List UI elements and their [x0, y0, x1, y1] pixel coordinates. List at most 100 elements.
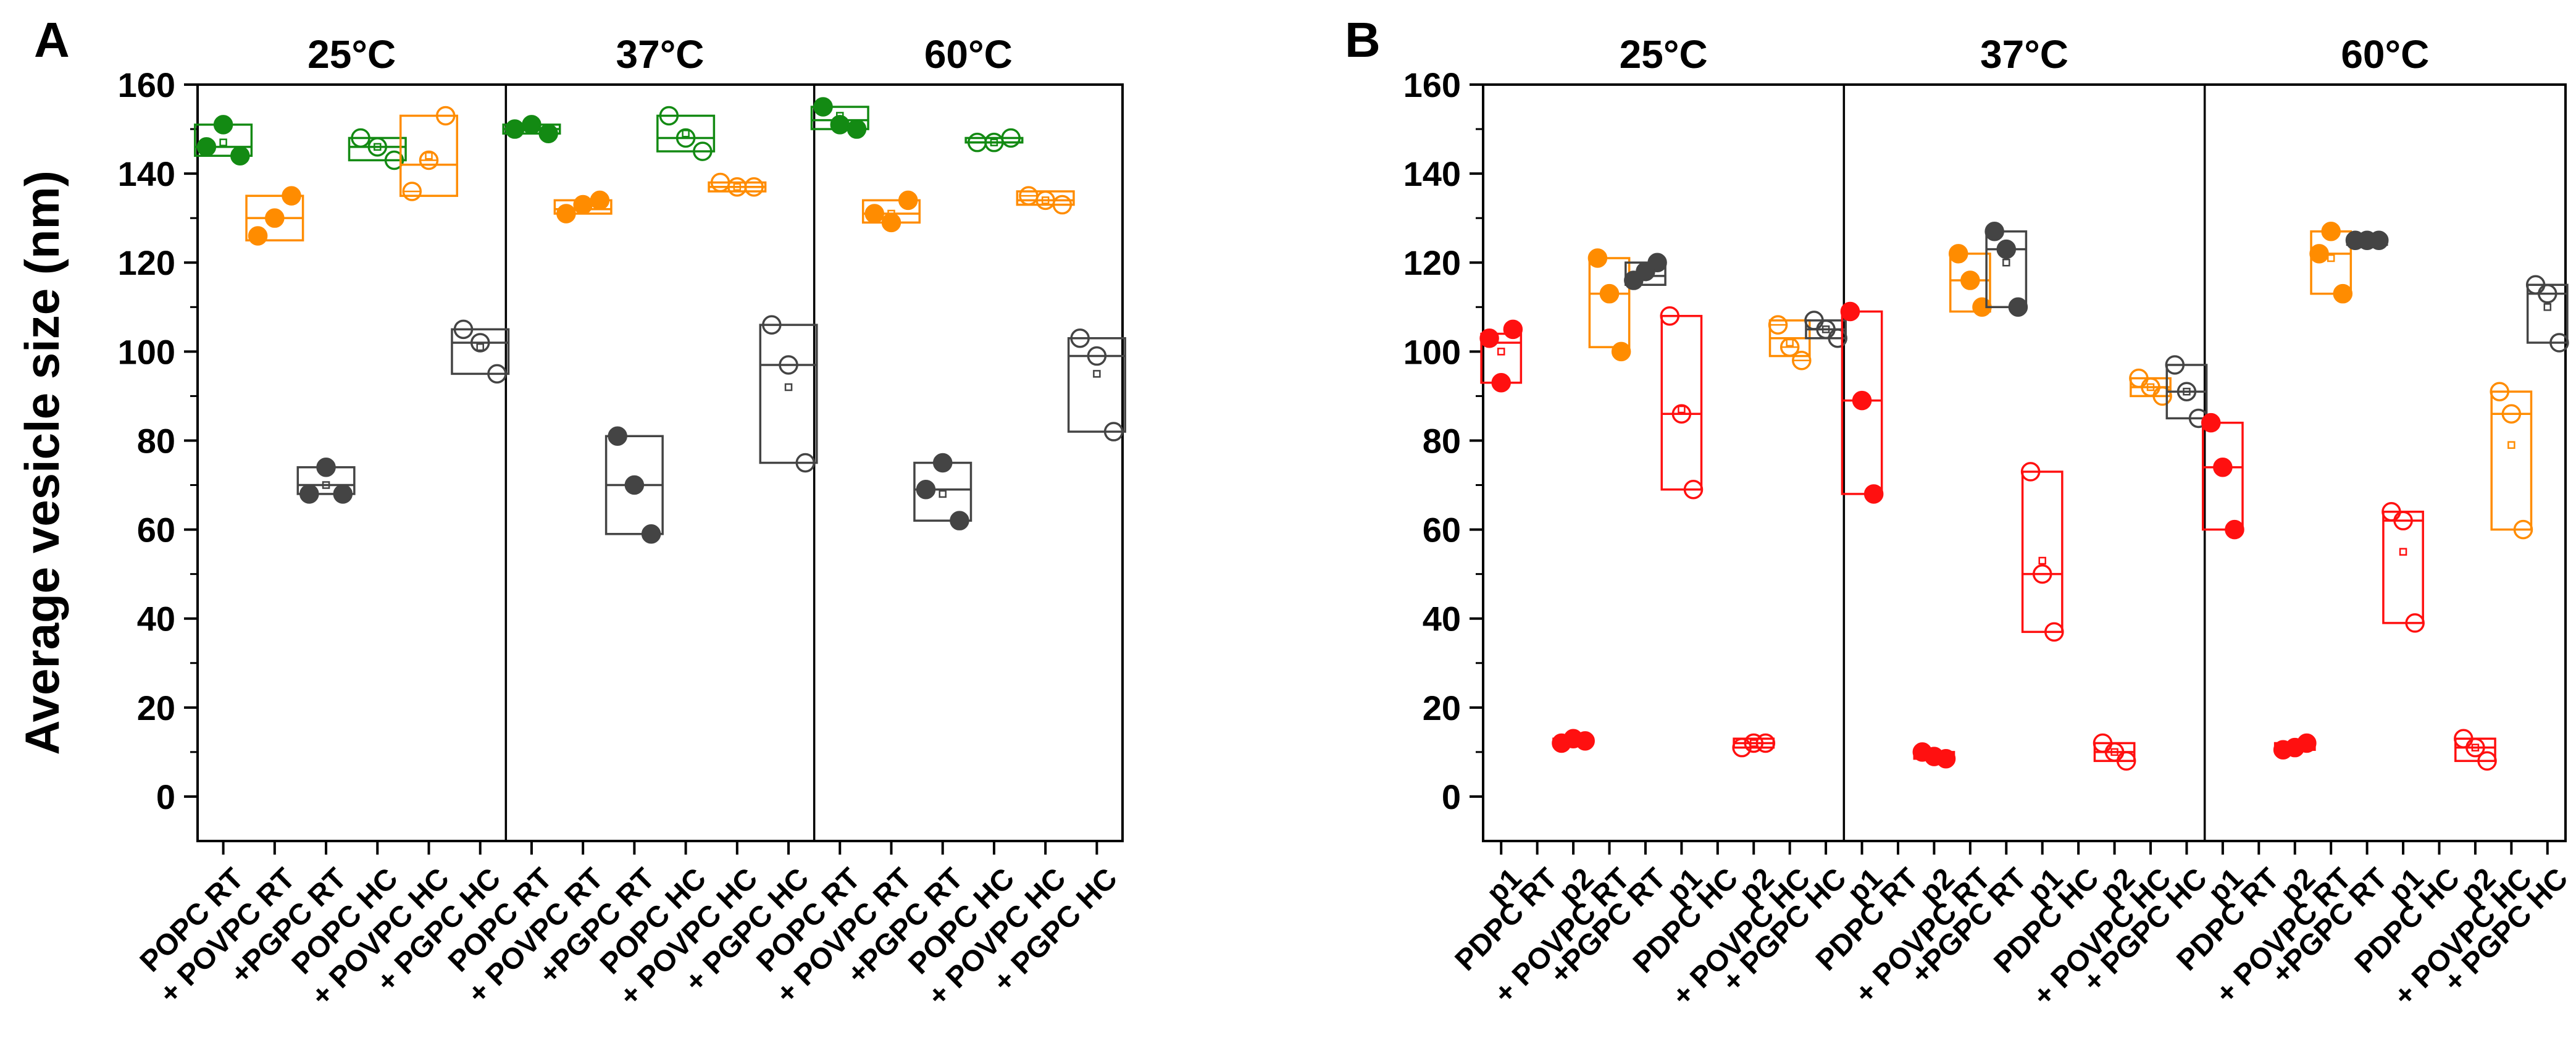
data-point: [813, 97, 833, 117]
data-point: [590, 190, 610, 211]
data-point: [1587, 248, 1608, 268]
data-point: [538, 123, 558, 144]
data-point: [2333, 283, 2353, 304]
y-tick-label: 120: [1403, 243, 1461, 282]
data-point: [2297, 733, 2317, 753]
mean-marker: [476, 343, 484, 351]
data-point: [2309, 244, 2329, 264]
mean-marker: [425, 152, 433, 160]
y-tick-label: 20: [1423, 689, 1461, 727]
data-point: [316, 457, 336, 477]
data-point: [1852, 390, 1872, 411]
data-point: [522, 115, 542, 135]
y-tick-label: 140: [1403, 154, 1461, 193]
data-point: [2369, 230, 2389, 250]
data-point: [608, 426, 627, 446]
data-point: [282, 186, 301, 206]
data-point: [1984, 222, 2004, 241]
data-point: [1960, 270, 1980, 290]
data-point: [916, 479, 936, 500]
data-point: [1503, 319, 1523, 340]
data-point: [830, 115, 850, 135]
y-tick-label: 80: [1423, 421, 1461, 460]
mean-marker: [1093, 370, 1101, 378]
data-point: [196, 137, 217, 157]
mean-marker: [2002, 258, 2010, 267]
data-point: [1948, 244, 1968, 264]
box: [656, 114, 716, 153]
data-point: [624, 475, 645, 495]
data-point: [1647, 253, 1667, 272]
data-point: [1611, 341, 1631, 362]
data-point: [2201, 412, 2221, 433]
data-point: [864, 204, 885, 224]
mean-marker: [2038, 556, 2046, 565]
data-point: [1599, 283, 1620, 304]
data-point: [556, 204, 576, 224]
box: [2490, 390, 2533, 531]
panel-label: A: [34, 12, 70, 67]
data-point: [248, 226, 268, 246]
mean-marker: [2507, 441, 2515, 449]
y-tick-label: 120: [118, 243, 175, 282]
y-tick-label: 100: [1403, 332, 1461, 371]
box: [1949, 253, 1991, 313]
data-point: [1491, 373, 1511, 393]
mean-marker: [1497, 348, 1505, 356]
data-point: [2225, 519, 2244, 540]
y-tick-label: 80: [137, 421, 175, 460]
y-tick-label: 0: [1442, 777, 1461, 816]
mean-marker: [1678, 405, 1686, 414]
y-tick-label: 60: [137, 511, 175, 550]
data-point: [847, 119, 867, 139]
data-point: [2321, 222, 2341, 241]
mean-marker: [784, 383, 793, 391]
box: [451, 328, 510, 375]
box: [348, 136, 407, 162]
mean-marker: [682, 130, 690, 138]
data-point: [573, 195, 593, 215]
mean-marker: [219, 138, 227, 146]
y-tick-label: 20: [137, 689, 175, 727]
y-tick-label: 100: [118, 332, 175, 371]
group-title: 60°C: [2341, 32, 2429, 77]
data-point: [1936, 748, 1956, 769]
data-point: [333, 484, 353, 504]
y-tick-label: 40: [1423, 600, 1461, 638]
plot-frame: [196, 83, 1124, 842]
data-point: [504, 119, 525, 139]
data-point: [213, 115, 233, 135]
group-title: 37°C: [1980, 32, 2068, 77]
y-tick-label: 60: [1423, 511, 1461, 550]
y-tick-label: 160: [118, 65, 175, 104]
box: [1841, 310, 1883, 495]
box: [2454, 737, 2496, 763]
data-point: [881, 212, 901, 233]
data-point: [1575, 731, 1595, 751]
group-title: 25°C: [1620, 32, 1708, 77]
panel-a: 0 20 40 60 80 100 120 140 160 Average vesicle siz…: [15, 12, 1126, 1013]
mean-marker: [2399, 548, 2407, 556]
mean-marker: [2543, 303, 2552, 311]
data-point: [265, 208, 285, 228]
data-point: [1996, 239, 2017, 259]
mean-marker: [1786, 338, 1794, 347]
data-point: [641, 524, 661, 544]
group-title: 25°C: [307, 32, 396, 77]
box: [2021, 471, 2064, 634]
box: [759, 324, 818, 464]
data-point: [950, 511, 969, 530]
y-axis-label: Average vesicle size (nm): [15, 170, 69, 755]
data-point: [299, 484, 319, 504]
y-tick-label: 40: [137, 600, 175, 638]
panel-label: B: [1345, 12, 1381, 67]
data-point: [1840, 301, 1860, 322]
mean-marker: [2327, 254, 2335, 262]
data-point: [230, 146, 250, 166]
box: [2201, 421, 2244, 531]
box: [1985, 230, 2028, 309]
mean-marker: [939, 490, 947, 498]
data-point: [2008, 297, 2028, 317]
